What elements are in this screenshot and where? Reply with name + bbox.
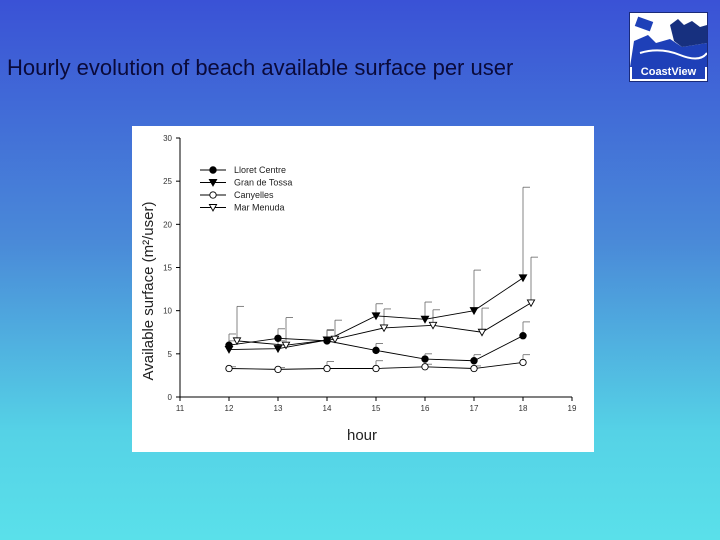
data-point xyxy=(372,364,380,373)
data-point xyxy=(477,328,487,337)
x-tick-label: 13 xyxy=(274,404,283,413)
data-point xyxy=(281,341,291,350)
legend-label: Gran de Tossa xyxy=(234,178,292,188)
x-tick-label: 11 xyxy=(176,404,185,413)
slide-title: Hourly evolution of beach available surf… xyxy=(7,55,514,80)
data-point xyxy=(323,364,331,373)
x-axis-title: hour xyxy=(347,427,377,444)
x-tick-label: 17 xyxy=(470,404,479,413)
data-point xyxy=(421,363,429,371)
x-tick-label: 16 xyxy=(421,404,430,413)
data-point xyxy=(232,337,242,346)
y-tick-label: 15 xyxy=(163,264,172,273)
data-point xyxy=(371,312,381,321)
x-tick-label: 19 xyxy=(568,404,577,413)
legend-label: Canyelles xyxy=(234,190,274,200)
x-tick-label: 18 xyxy=(519,404,528,413)
data-point xyxy=(526,299,536,308)
data-point xyxy=(379,324,389,333)
y-axis-title: Available surface (m²/user) xyxy=(140,202,157,381)
data-point xyxy=(225,364,233,373)
data-point xyxy=(274,365,282,374)
coastview-logo-icon xyxy=(630,13,708,67)
data-point xyxy=(469,307,479,316)
data-point xyxy=(421,355,429,363)
legend-label: Mar Menuda xyxy=(234,203,285,213)
legend-marker xyxy=(208,204,218,212)
logo-text: CoastView xyxy=(632,66,705,79)
y-tick-label: 20 xyxy=(163,220,172,229)
y-tick-label: 25 xyxy=(163,177,172,186)
data-point xyxy=(470,357,478,365)
chart: 11 12 13 14 15 16 17 18 19 0 5 10 15 20 25 30 Lloret Ce… xyxy=(140,134,577,444)
x-tick-label: 12 xyxy=(225,404,234,413)
coastview-logo: CoastView xyxy=(629,12,708,82)
x-tick-label: 15 xyxy=(372,404,381,413)
y-tick-label: 30 xyxy=(163,134,172,143)
y-tick-label: 5 xyxy=(168,350,173,359)
data-point xyxy=(273,345,283,354)
data-point xyxy=(224,346,234,354)
x-tick-label: 14 xyxy=(323,404,332,413)
data-point xyxy=(470,364,478,373)
y-tick-label: 10 xyxy=(163,307,172,316)
data-point xyxy=(322,336,332,345)
data-point xyxy=(274,334,282,342)
data-point xyxy=(372,346,380,355)
data-point xyxy=(519,358,527,367)
y-tick-label: 0 xyxy=(168,393,173,402)
legend-marker xyxy=(208,179,218,187)
legend-marker xyxy=(209,191,217,199)
data-point xyxy=(519,332,527,340)
data-point xyxy=(420,315,430,324)
data-point xyxy=(518,274,528,283)
chart-panel: 11 12 13 14 15 16 17 18 19 0 5 10 15 20 25 30 Lloret Ce… xyxy=(132,126,594,452)
legend-marker xyxy=(209,166,217,174)
data-point xyxy=(330,335,340,344)
data-point xyxy=(428,321,438,330)
legend-label: Lloret Centre xyxy=(234,165,286,175)
